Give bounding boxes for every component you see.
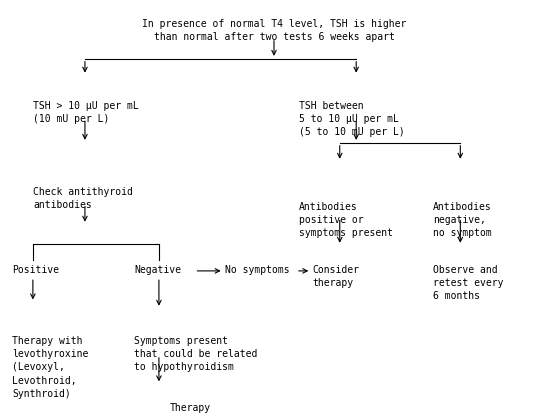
Text: Negative: Negative (134, 265, 181, 275)
Text: Therapy: Therapy (170, 403, 211, 413)
Text: Antibodies
positive or
symptoms present: Antibodies positive or symptoms present (299, 202, 393, 238)
Text: No symptoms: No symptoms (225, 265, 289, 275)
Text: Observe and
retest every
6 months: Observe and retest every 6 months (433, 265, 504, 301)
Text: In presence of normal T4 level, TSH is higher
than normal after two tests 6 week: In presence of normal T4 level, TSH is h… (142, 19, 406, 42)
Text: Antibodies
negative,
no symptom: Antibodies negative, no symptom (433, 202, 492, 238)
Text: Symptoms present
that could be related
to hypothyroidism: Symptoms present that could be related t… (134, 336, 258, 373)
Text: Therapy with
levothyroxine
(Levoxyl,
Levothroid,
Synthroid): Therapy with levothyroxine (Levoxyl, Lev… (12, 336, 88, 399)
Text: TSH > 10 μU per mL
(10 mU per L): TSH > 10 μU per mL (10 mU per L) (33, 101, 139, 124)
Text: Consider
therapy: Consider therapy (312, 265, 359, 288)
Text: Positive: Positive (12, 265, 59, 275)
Text: TSH between
5 to 10 μU per mL
(5 to 10 mU per L): TSH between 5 to 10 μU per mL (5 to 10 m… (299, 101, 404, 137)
Text: Check antithyroid
antibodies: Check antithyroid antibodies (33, 187, 133, 210)
